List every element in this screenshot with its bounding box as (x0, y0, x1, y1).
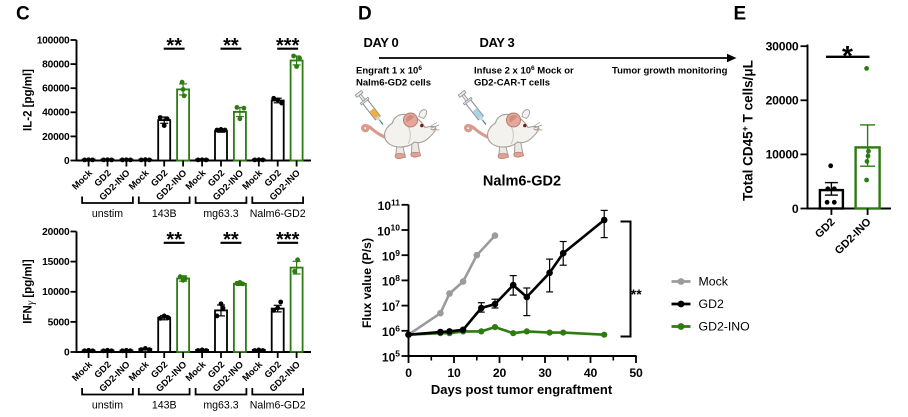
svg-text:C: C (16, 4, 30, 25)
svg-text:40: 40 (584, 366, 598, 380)
svg-text:Infuse 2 x 106 Mock or: Infuse 2 x 106 Mock or (474, 65, 574, 77)
svg-text:mg63.3: mg63.3 (203, 208, 238, 220)
svg-text:0: 0 (64, 347, 70, 358)
svg-text:unstim: unstim (92, 400, 123, 412)
svg-text:143B: 143B (152, 400, 177, 412)
svg-text:40000: 40000 (42, 108, 70, 119)
svg-text:**: ** (223, 229, 239, 251)
svg-text:GD2-INO: GD2-INO (699, 320, 750, 334)
svg-text:10: 10 (447, 366, 461, 380)
svg-text:20000: 20000 (42, 132, 70, 143)
svg-text:Nalm6-GD2: Nalm6-GD2 (483, 174, 561, 190)
svg-text:Nalm6-GD2: Nalm6-GD2 (250, 400, 306, 412)
svg-text:IFNγ [pg/ml]: IFNγ [pg/ml] (23, 259, 37, 324)
svg-text:143B: 143B (152, 208, 177, 220)
svg-text:DAY 0: DAY 0 (364, 35, 399, 50)
svg-text:0: 0 (64, 156, 70, 167)
svg-text:**: ** (631, 286, 642, 302)
svg-text:***: *** (276, 229, 300, 251)
svg-text:0: 0 (792, 202, 799, 216)
svg-text:**: ** (166, 229, 182, 251)
svg-text:Days post tumor engraftment: Days post tumor engraftment (431, 382, 613, 397)
svg-text:30: 30 (538, 366, 552, 380)
svg-text:20: 20 (493, 366, 507, 380)
svg-text:Total CD45+ T cells/μL: Total CD45+ T cells/μL (740, 60, 756, 201)
svg-text:10000: 10000 (766, 148, 799, 162)
svg-text:0: 0 (405, 366, 412, 380)
svg-text:20000: 20000 (42, 227, 70, 238)
svg-text:**: ** (223, 35, 239, 57)
svg-text:80000: 80000 (42, 60, 70, 71)
svg-text:10000: 10000 (42, 287, 70, 298)
svg-text:GD2: GD2 (699, 297, 724, 311)
svg-text:50: 50 (629, 366, 643, 380)
svg-text:IL-2 [pg/ml]: IL-2 [pg/ml] (23, 69, 35, 131)
svg-text:Mock: Mock (699, 275, 729, 289)
svg-text:DAY 3: DAY 3 (480, 35, 515, 50)
svg-text:E: E (734, 4, 747, 25)
svg-text:Flux value (P/s): Flux value (P/s) (360, 238, 374, 328)
svg-text:5000: 5000 (48, 317, 70, 328)
svg-text:Tumor growth monitoring: Tumor growth monitoring (612, 66, 728, 77)
svg-text:Nalm6-GD2: Nalm6-GD2 (250, 208, 306, 220)
svg-text:***: *** (276, 35, 300, 57)
svg-text:**: ** (166, 35, 182, 57)
svg-text:15000: 15000 (42, 257, 70, 268)
svg-text:20000: 20000 (766, 94, 799, 108)
svg-text:Nalm6-GD2 cells: Nalm6-GD2 cells (356, 78, 431, 89)
svg-text:60000: 60000 (42, 84, 70, 95)
svg-text:unstim: unstim (92, 208, 123, 220)
svg-text:*: * (842, 40, 853, 71)
svg-text:mg63.3: mg63.3 (203, 400, 238, 412)
svg-text:100000: 100000 (37, 35, 70, 46)
svg-text:D: D (358, 4, 372, 25)
svg-text:Engraft 1 x 106: Engraft 1 x 106 (356, 65, 422, 77)
svg-text:GD2-CAR-T cells: GD2-CAR-T cells (474, 78, 550, 89)
svg-text:30000: 30000 (766, 40, 799, 54)
